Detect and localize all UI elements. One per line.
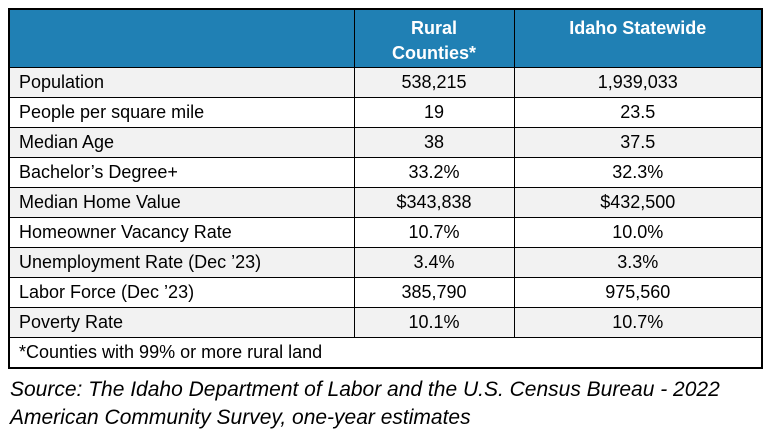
statewide-value: 10.7% — [513, 307, 763, 338]
row-label: Population — [8, 67, 355, 98]
rural-value: 33.2% — [353, 157, 515, 188]
statewide-value: 32.3% — [513, 157, 763, 188]
table-row: Bachelor’s Degree+ 33.2% 32.3% — [8, 157, 763, 188]
row-label: Labor Force (Dec ’23) — [8, 277, 355, 308]
table-row: Unemployment Rate (Dec ’23) 3.4% 3.3% — [8, 247, 763, 278]
row-label: Unemployment Rate (Dec ’23) — [8, 247, 355, 278]
footnote-text: *Counties with 99% or more rural land — [8, 337, 763, 368]
page-container: Rural Counties* Idaho Statewide Populati… — [8, 8, 763, 429]
statewide-value: 10.0% — [513, 217, 763, 248]
row-label: Bachelor’s Degree+ — [8, 157, 355, 188]
table-row: Median Home Value $343,838 $432,500 — [8, 187, 763, 218]
rural-value: $343,838 — [353, 187, 515, 218]
header-rural-counties-label: Rural Counties* — [391, 18, 476, 63]
table-header: Rural Counties* Idaho Statewide — [8, 8, 763, 68]
statewide-value: 1,939,033 — [513, 67, 763, 98]
row-label: People per square mile — [8, 97, 355, 128]
statewide-value: 3.3% — [513, 247, 763, 278]
rural-value: 385,790 — [353, 277, 515, 308]
header-blank-cell — [8, 8, 355, 68]
statewide-value: 37.5 — [513, 127, 763, 158]
source-note: Source: The Idaho Department of Labor an… — [10, 377, 720, 429]
table-row: Homeowner Vacancy Rate 10.7% 10.0% — [8, 217, 763, 248]
row-label: Homeowner Vacancy Rate — [8, 217, 355, 248]
statewide-value: 975,560 — [513, 277, 763, 308]
rural-value: 10.1% — [353, 307, 515, 338]
header-idaho-statewide: Idaho Statewide — [513, 8, 763, 68]
header-rural-counties: Rural Counties* — [353, 8, 515, 68]
table-row: Median Age 38 37.5 — [8, 127, 763, 158]
row-label: Median Age — [8, 127, 355, 158]
table-row: People per square mile 19 23.5 — [8, 97, 763, 128]
rural-value: 38 — [353, 127, 515, 158]
statewide-value: 23.5 — [513, 97, 763, 128]
table-row: Poverty Rate 10.1% 10.7% — [8, 307, 763, 338]
statewide-value: $432,500 — [513, 187, 763, 218]
rural-value: 19 — [353, 97, 515, 128]
table-row: Labor Force (Dec ’23) 385,790 975,560 — [8, 277, 763, 308]
header-row: Rural Counties* Idaho Statewide — [8, 8, 763, 68]
rural-value: 10.7% — [353, 217, 515, 248]
rural-value: 3.4% — [353, 247, 515, 278]
rural-vs-statewide-table: Rural Counties* Idaho Statewide Populati… — [8, 8, 763, 369]
row-label: Median Home Value — [8, 187, 355, 218]
footnote-row: *Counties with 99% or more rural land — [8, 337, 763, 368]
table-row: Population 538,215 1,939,033 — [8, 67, 763, 98]
rural-value: 538,215 — [353, 67, 515, 98]
row-label: Poverty Rate — [8, 307, 355, 338]
